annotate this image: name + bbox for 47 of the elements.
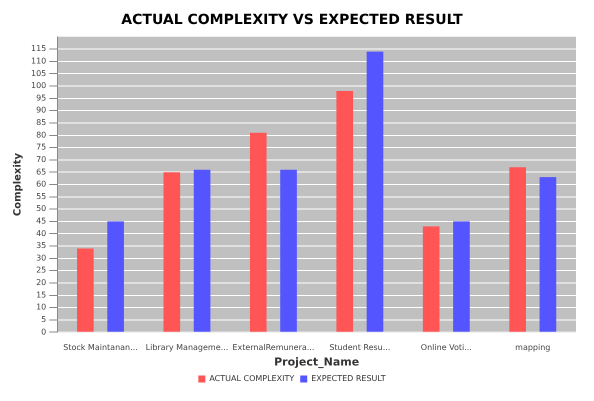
y-tick-label: 115 (30, 44, 46, 54)
y-tick-label: 0 (41, 327, 46, 336)
y-tick-label: 80 (36, 130, 46, 140)
y-tick-label: 110 (30, 56, 46, 66)
y-tick-label: 10 (36, 302, 46, 312)
bar (77, 248, 94, 332)
y-tick-label: 75 (36, 142, 46, 152)
x-tick-label: Student Resu... (329, 343, 390, 352)
x-tick-label: Library Manageme... (146, 343, 228, 352)
x-tick-label: mapping (515, 343, 550, 352)
y-tick-label: 60 (36, 180, 46, 189)
y-tick-label: 30 (36, 253, 46, 262)
y-tick-label: 105 (30, 68, 46, 78)
bar (280, 170, 297, 332)
bar (422, 226, 440, 332)
x-axis-title: Project_Name (274, 355, 360, 368)
bar (250, 132, 267, 332)
y-tick-label: 70 (36, 154, 46, 164)
y-tick-label: 35 (36, 241, 46, 250)
y-tick-label: 100 (30, 81, 46, 90)
bar (194, 170, 210, 332)
y-tick-label: 65 (36, 167, 46, 176)
y-tick-label: 40 (36, 228, 46, 238)
y-tick-label: 15 (36, 290, 46, 300)
bar (453, 221, 470, 332)
y-tick-label: 50 (36, 204, 46, 214)
y-tick-label: 90 (36, 106, 46, 115)
bar (366, 52, 384, 332)
y-tick-label: 95 (36, 93, 46, 102)
bar (336, 90, 354, 332)
y-tick-label: 5 (41, 314, 46, 324)
x-tick-label: Stock Maintanan... (63, 343, 138, 352)
y-axis-title: Complexity (12, 152, 24, 216)
x-tick-label: Online Voti... (420, 343, 472, 352)
y-tick-label: 55 (36, 192, 46, 201)
y-tick-label: 45 (36, 216, 46, 226)
y-tick-label: 85 (36, 118, 46, 128)
bar (107, 221, 124, 332)
y-tick-label: 25 (36, 266, 46, 275)
bar (540, 177, 556, 332)
chart-title: ACTUAL COMPLEXITY VS EXPECTED RESULT (121, 12, 464, 28)
x-tick-label: ExternalRemunera... (232, 343, 314, 352)
bar (509, 167, 526, 332)
legend-label: EXPECTED RESULT (311, 374, 386, 384)
bar (164, 172, 180, 332)
y-tick-label: 20 (36, 278, 46, 288)
legend-label: ACTUAL COMPLEXITY (209, 374, 294, 384)
